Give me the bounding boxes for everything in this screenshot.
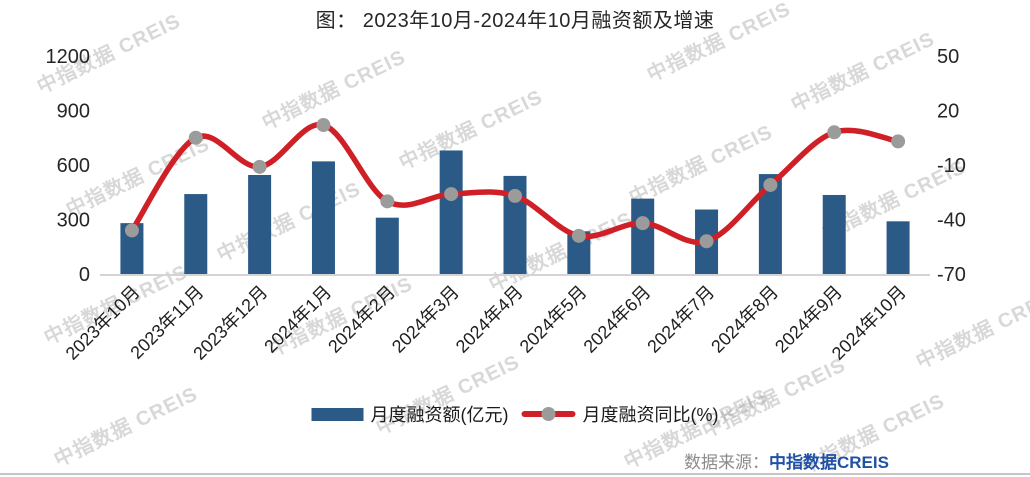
chart-title: 图： 2023年10月-2024年10月融资额及增速 [315, 10, 715, 32]
y-axis-left-tick: 600 [57, 155, 90, 177]
bottom-divider [0, 473, 1030, 475]
line-marker-2024年2月 [380, 194, 395, 209]
x-tick-label: 2024年5月 [516, 282, 591, 357]
bar-2024年9月 [822, 194, 846, 274]
line-marker-2024年3月 [444, 187, 459, 202]
legend-line-label: 月度融资同比(%) [582, 405, 719, 425]
bar-2023年10月 [120, 223, 144, 274]
line-marker-2023年10月 [124, 223, 139, 238]
data-source: 数据来源：中指数据CREIS [684, 448, 889, 473]
y-axis-right-tick: 20 [937, 101, 959, 123]
line-marker-2024年1月 [316, 118, 331, 133]
legend-line-marker [541, 407, 556, 421]
legend-bar-label: 月度融资额(亿元) [370, 405, 509, 425]
x-tick-label: 2024年6月 [580, 282, 655, 357]
line-marker-2023年11月 [188, 130, 203, 145]
chart-legend: 月度融资额(亿元) 月度融资同比(%) [311, 401, 719, 427]
y-axis-right-tick: -70 [937, 264, 966, 286]
bar-2023年11月 [184, 194, 208, 274]
line-marker-2024年10月 [891, 134, 906, 149]
line-marker-2024年7月 [699, 234, 714, 249]
x-tick-label: 2024年4月 [452, 282, 527, 357]
y-axis-right-tick: 50 [937, 46, 959, 68]
data-source-prefix: 数据来源： [684, 453, 769, 472]
bar-2024年10月 [886, 221, 910, 274]
line-marker-2024年5月 [571, 228, 586, 243]
y-axis-left-tick: 300 [57, 210, 90, 232]
x-tick-label: 2024年2月 [324, 282, 399, 357]
y-axis-right-tick: -40 [937, 210, 966, 232]
y-axis-left-tick: 900 [57, 101, 90, 123]
x-tick-label: 2024年8月 [707, 282, 782, 357]
line-marker-2023年12月 [252, 159, 267, 174]
line-marker-2024年4月 [508, 188, 522, 203]
x-tick-label: 2024年3月 [388, 282, 463, 357]
x-tick-label: 2024年7月 [643, 282, 718, 357]
data-source-name: 中指数据CREIS [769, 453, 889, 472]
x-tick-label: 2024年1月 [260, 282, 335, 357]
line-marker-2024年9月 [827, 125, 842, 140]
legend-line-swatch [521, 407, 576, 421]
line-marker-2024年8月 [763, 177, 778, 192]
bar-2024年8月 [758, 174, 782, 274]
y-axis-right-tick: -10 [937, 155, 966, 177]
bar-2023年12月 [248, 174, 272, 274]
bar-2024年1月 [311, 161, 335, 274]
bar-2024年6月 [631, 198, 655, 274]
y-axis-left-tick: 0 [79, 264, 90, 286]
bar-2024年3月 [439, 150, 463, 274]
line-marker-2024年6月 [635, 216, 650, 231]
bar-2024年2月 [375, 217, 399, 274]
bar-2024年5月 [567, 231, 591, 274]
legend-bar-swatch [311, 407, 364, 421]
y-axis-left-tick: 1200 [46, 46, 91, 68]
